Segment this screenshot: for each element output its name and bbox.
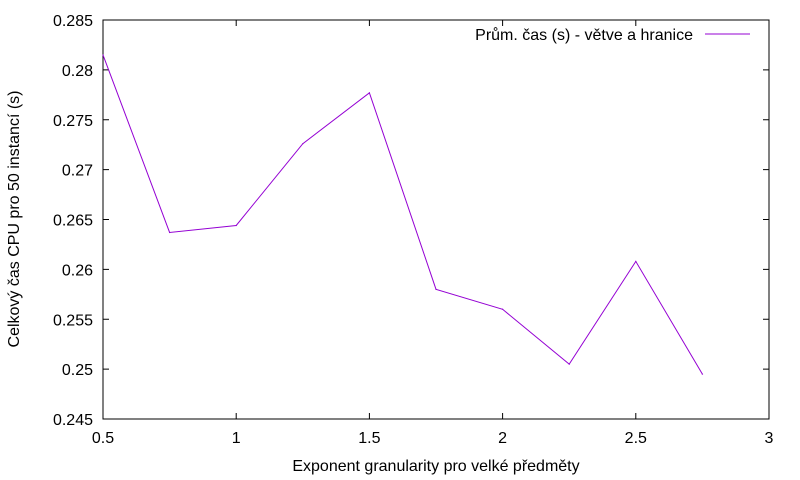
- data-point: [568, 363, 570, 365]
- data-point: [102, 54, 104, 56]
- data-point: [502, 308, 504, 310]
- tick-marks: [102, 19, 770, 420]
- data-series: [102, 54, 704, 375]
- y-tick-label: 0.265: [53, 213, 93, 230]
- x-tick-label: 1: [232, 430, 241, 447]
- y-tick-label: 0.28: [62, 63, 93, 80]
- y-tick-label: 0.26: [62, 262, 93, 279]
- y-tick-label: 0.25: [62, 362, 93, 379]
- tick-labels: 0.5 1 1.5 2 2.5 3 0.245 0.25 0.255 0.26 0.265 0.27 0…: [53, 13, 774, 447]
- data-point: [302, 143, 304, 145]
- x-tick-label: 2.5: [625, 430, 647, 447]
- data-point: [368, 92, 370, 94]
- x-axis-label: Exponent granularity pro velké předměty: [292, 458, 579, 475]
- y-tick-label: 0.245: [53, 412, 93, 429]
- x-tick-label: 1.5: [358, 430, 380, 447]
- y-tick-label: 0.255: [53, 312, 93, 329]
- data-point: [435, 288, 437, 290]
- legend-label: Prům. čas (s) - větve a hranice: [475, 26, 693, 44]
- data-point: [635, 260, 637, 262]
- data-point: [701, 373, 704, 375]
- x-tick-label: 3: [765, 430, 774, 447]
- data-point: [169, 231, 171, 234]
- series-line: [102, 54, 703, 375]
- x-tick-label: 0.5: [92, 430, 114, 447]
- y-axis-label: Celkový čas CPU pro 50 instancí (s): [6, 91, 23, 348]
- legend: Prům. čas (s) - větve a hranice: [475, 26, 750, 44]
- y-tick-label: 0.27: [62, 163, 93, 180]
- y-tick-label: 0.285: [53, 13, 93, 30]
- plot-frame: [102, 19, 770, 420]
- y-tick-label: 0.275: [53, 113, 93, 130]
- data-point: [235, 224, 237, 227]
- x-tick-label: 2: [498, 430, 507, 447]
